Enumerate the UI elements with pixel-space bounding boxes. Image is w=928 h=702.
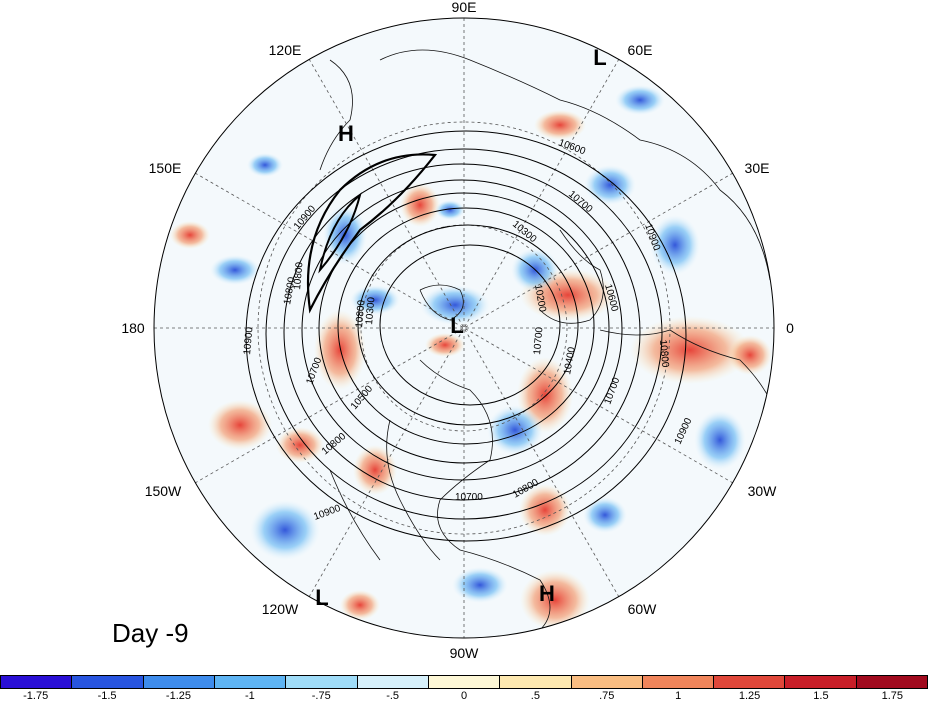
- contour-label: 10800: [292, 261, 305, 290]
- graticule: [154, 18, 774, 638]
- contour-label: 10700: [532, 326, 545, 355]
- colorbar-segment: [357, 676, 429, 688]
- contour-label: 10900: [242, 326, 255, 355]
- colorbar-tick-label: 0: [460, 690, 468, 702]
- high-center-marker: H: [338, 121, 354, 146]
- colorbar-tick-label: .75: [599, 690, 615, 702]
- lon-label-150e: 150E: [149, 160, 182, 176]
- colorbar-segment: [714, 676, 786, 688]
- colorbar-segment: [642, 676, 715, 688]
- pressure-centers: L H L H L: [315, 45, 606, 610]
- colorbar-segment: [500, 676, 572, 688]
- contour-label: 10800: [282, 276, 298, 306]
- colorbar-segment: [143, 676, 215, 688]
- map-boundary: [153, 17, 775, 639]
- longitude-labels: 90E 120E 60E 150E 30E 180 0 150W 30W 120…: [121, 0, 794, 661]
- colorbar-segment: [785, 676, 857, 688]
- contour-label: 10300: [364, 296, 377, 325]
- low-center-marker: L: [593, 45, 606, 70]
- colorbar-segment: [856, 676, 928, 688]
- contour-label: 10800: [354, 299, 367, 328]
- period-label: Day -9: [112, 618, 189, 648]
- colorbar-tick-label: -1.75: [23, 690, 49, 702]
- lon-label-60w: 60W: [628, 601, 658, 617]
- colorbar-segment: [428, 676, 501, 688]
- colorbar-tick-label: 1.5: [813, 690, 829, 702]
- colorbar-tick-label: -.75: [311, 690, 331, 702]
- contour-label: 10700: [455, 492, 483, 503]
- lon-label-60e: 60E: [628, 42, 653, 58]
- contour-label: 10400: [562, 346, 578, 376]
- colorbar-tick-label: 1.75: [881, 690, 904, 702]
- lon-label-90e: 90E: [452, 0, 477, 15]
- colorbar-tick-label: -.5: [386, 690, 400, 702]
- colorbar-tick-label: -1: [244, 690, 255, 702]
- height-contours: [245, 130, 687, 542]
- lon-label-120e: 120E: [269, 42, 302, 58]
- colorbar-tick-label: -1.25: [165, 690, 191, 702]
- colorbar-segment: [72, 676, 144, 688]
- colorbar-tick-label: -1.5: [97, 690, 117, 702]
- contour-label: 10800: [657, 339, 670, 368]
- lon-label-90w: 90W: [450, 645, 480, 661]
- lon-label-120w: 120W: [262, 601, 299, 617]
- lon-label-0: 0: [786, 320, 794, 336]
- colorbar-ticks: -1.75 -1.5 -1.25 -1 -.75 -.5 0 .5 .75 1 1.25 1.5 1.7…: [0, 690, 928, 702]
- colorbar-segment: [1, 676, 73, 688]
- high-center-marker: H: [539, 581, 555, 606]
- contour-label: 10200: [532, 284, 548, 314]
- lon-label-30e: 30E: [745, 160, 770, 176]
- colorbar-tick-label: .5: [530, 690, 540, 702]
- lon-label-150w: 150W: [145, 483, 182, 499]
- low-center-marker: L: [315, 585, 328, 610]
- lon-label-30w: 30W: [748, 483, 778, 499]
- colorbar-segment: [286, 676, 358, 688]
- colorbar-tick-label: 1: [675, 690, 682, 702]
- low-center-marker: L: [450, 313, 463, 338]
- lon-label-180: 180: [121, 320, 145, 336]
- coastlines: [319, 49, 771, 631]
- colorbar: [0, 675, 928, 689]
- colorbar-tick-label: 1.25: [738, 690, 761, 702]
- colorbar-segment: [214, 676, 287, 688]
- colorbar-segment: [571, 676, 643, 688]
